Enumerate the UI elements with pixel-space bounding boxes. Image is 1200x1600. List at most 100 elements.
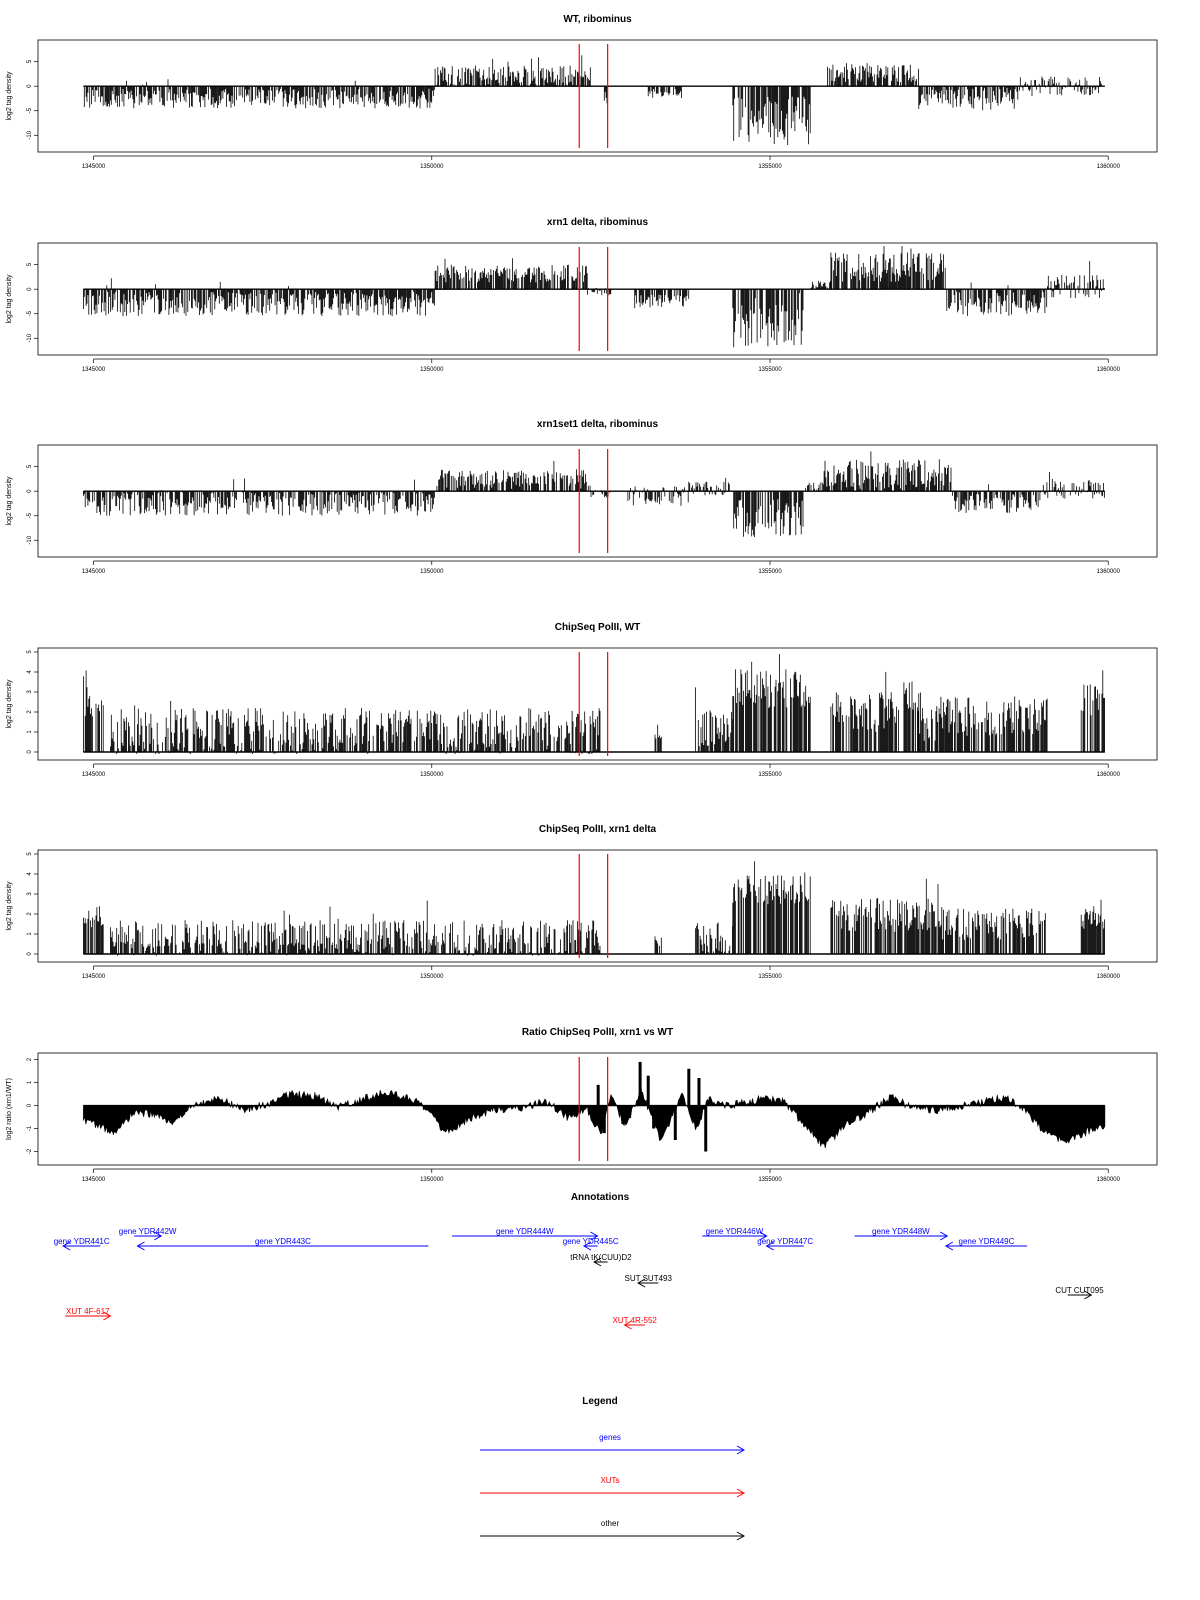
feature-label: gene YDR449C bbox=[959, 1237, 1015, 1246]
x-tick-label: 1355000 bbox=[758, 1177, 782, 1183]
arrow-head-icon bbox=[593, 1257, 602, 1267]
x-tick-label: 1360000 bbox=[1097, 164, 1121, 170]
feature-arrow bbox=[452, 1231, 599, 1241]
y-tick-label: 5 bbox=[27, 852, 33, 856]
signal-bars bbox=[83, 654, 1105, 754]
x-tick-label: 1345000 bbox=[82, 1177, 106, 1183]
feature-label: gene YDR447C bbox=[757, 1237, 813, 1246]
y-tick-label: 3 bbox=[27, 690, 33, 694]
feature-label: XUT 4R-552 bbox=[613, 1316, 658, 1325]
y-tick-label: 5 bbox=[27, 464, 33, 468]
ratio-spike bbox=[646, 1075, 650, 1106]
feature-arrow bbox=[637, 1278, 659, 1288]
x-tick-label: 1345000 bbox=[82, 164, 106, 170]
legend-arrow bbox=[480, 1445, 746, 1455]
plot-frame bbox=[37, 1052, 1158, 1166]
y-tick-label: 5 bbox=[27, 262, 33, 266]
feature-label: tRNA tK(CUU)D2 bbox=[570, 1253, 632, 1262]
feature-label: gene YDR448W bbox=[872, 1227, 930, 1236]
y-tick-label: -1 bbox=[27, 1125, 33, 1131]
arrow-head-icon bbox=[582, 1241, 592, 1251]
y-tick-label: -10 bbox=[27, 535, 33, 544]
chart-title: Ratio ChipSeq PolII, xrn1 vs WT bbox=[522, 1027, 673, 1038]
ratio-spike bbox=[673, 1105, 677, 1141]
feature-label: gene YDR443C bbox=[255, 1237, 311, 1246]
legend-label: genes bbox=[599, 1433, 621, 1442]
ratio-spike bbox=[697, 1077, 701, 1106]
arrow-head-icon bbox=[136, 1241, 145, 1251]
feature-arrow bbox=[593, 1257, 608, 1267]
x-tick-label: 1350000 bbox=[420, 367, 444, 373]
y-tick-label: -10 bbox=[27, 130, 33, 139]
x-tick-label: 1355000 bbox=[758, 164, 782, 170]
ratio-spike bbox=[596, 1084, 600, 1106]
y-tick-label: 1 bbox=[27, 1080, 33, 1084]
x-tick-label: 1355000 bbox=[758, 772, 782, 778]
feature-arrow bbox=[62, 1241, 101, 1251]
y-tick-label: 2 bbox=[27, 1057, 33, 1061]
arrow-head-icon bbox=[1084, 1290, 1093, 1300]
feature-label: SUT SUT493 bbox=[625, 1274, 673, 1283]
x-tick-label: 1345000 bbox=[82, 367, 106, 373]
y-tick-label: 0 bbox=[27, 287, 33, 291]
y-tick-label: 0 bbox=[27, 489, 33, 493]
y-axis-label: log2 tag density bbox=[6, 71, 13, 121]
arrow-head-icon bbox=[939, 1231, 949, 1241]
x-tick-label: 1355000 bbox=[758, 569, 782, 575]
plot-frame bbox=[37, 242, 1158, 356]
feature-label: gene YDR446W bbox=[706, 1227, 764, 1236]
y-tick-label: 0 bbox=[27, 1103, 33, 1107]
signal-bars bbox=[83, 246, 1105, 348]
x-tick-label: 1360000 bbox=[1097, 569, 1121, 575]
feature-label: gene YDR441C bbox=[54, 1237, 110, 1246]
feature-arrow bbox=[582, 1241, 598, 1251]
legend-arrow bbox=[480, 1488, 746, 1498]
legend-label: other bbox=[601, 1519, 620, 1528]
arrow-head-icon bbox=[623, 1320, 632, 1330]
x-tick-label: 1350000 bbox=[420, 974, 444, 980]
ratio-area bbox=[83, 1088, 1106, 1149]
arrow-head-icon bbox=[62, 1241, 71, 1251]
y-axis-label: log2 ratio (xrn1/WT) bbox=[6, 1078, 13, 1140]
feature-label: gene YDR445C bbox=[563, 1237, 619, 1246]
y-tick-label: -5 bbox=[27, 107, 33, 113]
feature-arrow bbox=[944, 1241, 1028, 1251]
arrow-head-icon bbox=[103, 1311, 112, 1321]
x-tick-label: 1345000 bbox=[82, 974, 106, 980]
y-axis-label: log2 tag density bbox=[6, 274, 13, 324]
arrow-head-icon bbox=[765, 1241, 774, 1251]
chart-title: ChipSeq PolII, xrn1 delta bbox=[539, 824, 657, 835]
feature-label: gene YDR444W bbox=[496, 1227, 554, 1236]
x-tick-label: 1350000 bbox=[420, 772, 444, 778]
chart-title: WT, ribominus bbox=[563, 14, 632, 25]
arrow-head-icon bbox=[736, 1531, 746, 1541]
chart-panel: xrn1set1 delta, ribominus log2 tag densit… bbox=[6, 419, 1158, 575]
legend-panel: Legend genes XUTs other bbox=[480, 1396, 746, 1541]
x-tick-label: 1355000 bbox=[758, 367, 782, 373]
x-tick-label: 1360000 bbox=[1097, 772, 1121, 778]
y-tick-label: 1 bbox=[27, 730, 33, 734]
feature-arrow bbox=[65, 1311, 112, 1321]
x-tick-label: 1360000 bbox=[1097, 367, 1121, 373]
plot-frame bbox=[37, 39, 1158, 153]
feature-arrow bbox=[854, 1231, 949, 1241]
chart-panel: WT, ribominus log2 tag density 5 0 -5 -10 1345… bbox=[6, 14, 1158, 170]
ratio-spike bbox=[638, 1061, 642, 1106]
legend-label: XUTs bbox=[600, 1476, 619, 1485]
feature-arrow bbox=[765, 1241, 804, 1251]
y-tick-label: 4 bbox=[27, 872, 33, 876]
y-tick-label: -10 bbox=[27, 333, 33, 342]
plot-frame bbox=[37, 849, 1158, 963]
arrow-head-icon bbox=[153, 1231, 163, 1241]
feature-label: XUT 4F-617 bbox=[66, 1307, 110, 1316]
ratio-spike bbox=[704, 1105, 708, 1152]
y-tick-label: 0 bbox=[27, 750, 33, 754]
chart-title: xrn1 delta, ribominus bbox=[547, 217, 649, 228]
arrow-head-icon bbox=[637, 1278, 646, 1288]
x-tick-label: 1360000 bbox=[1097, 1177, 1121, 1183]
feature-label: gene YDR442W bbox=[119, 1227, 177, 1236]
x-tick-label: 1345000 bbox=[82, 569, 106, 575]
feature-label: CUT CUT095 bbox=[1055, 1286, 1104, 1295]
x-tick-label: 1350000 bbox=[420, 1177, 444, 1183]
